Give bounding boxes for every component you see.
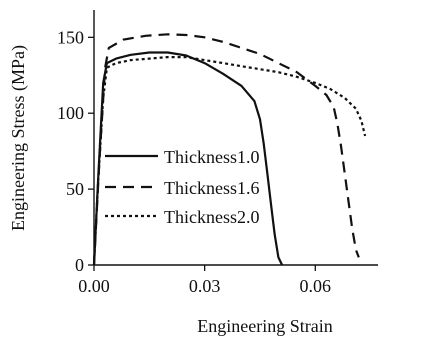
y-tick-label: 150 <box>57 27 84 47</box>
legend-label-thickness2.0: Thickness2.0 <box>164 207 259 227</box>
y-tick-label: 100 <box>57 103 84 123</box>
legend-label-thickness1.6: Thickness1.6 <box>164 178 259 198</box>
y-tick-label: 50 <box>66 179 84 199</box>
legend-label-thickness1.0: Thickness1.0 <box>164 147 259 167</box>
x-tick-label: 0.06 <box>300 276 332 296</box>
x-tick-label: 0.00 <box>78 276 110 296</box>
series-line-thickness1.0 <box>92 51 284 266</box>
y-axis-label: Engineering Stress (MPa) <box>8 45 29 231</box>
series-line-thickness1.6 <box>92 33 360 266</box>
y-tick-label: 0 <box>75 255 84 275</box>
plot-axes <box>93 10 378 266</box>
y-ticks: 0 50 100 150 <box>57 27 94 275</box>
x-axis-label: Engineering Strain <box>197 316 332 336</box>
x-ticks: 0.00 0.03 0.06 <box>78 265 331 296</box>
x-tick-label: 0.03 <box>189 276 221 296</box>
series-lines <box>92 33 367 266</box>
legend: Thickness1.0 Thickness1.6 Thickness2.0 <box>105 147 259 227</box>
